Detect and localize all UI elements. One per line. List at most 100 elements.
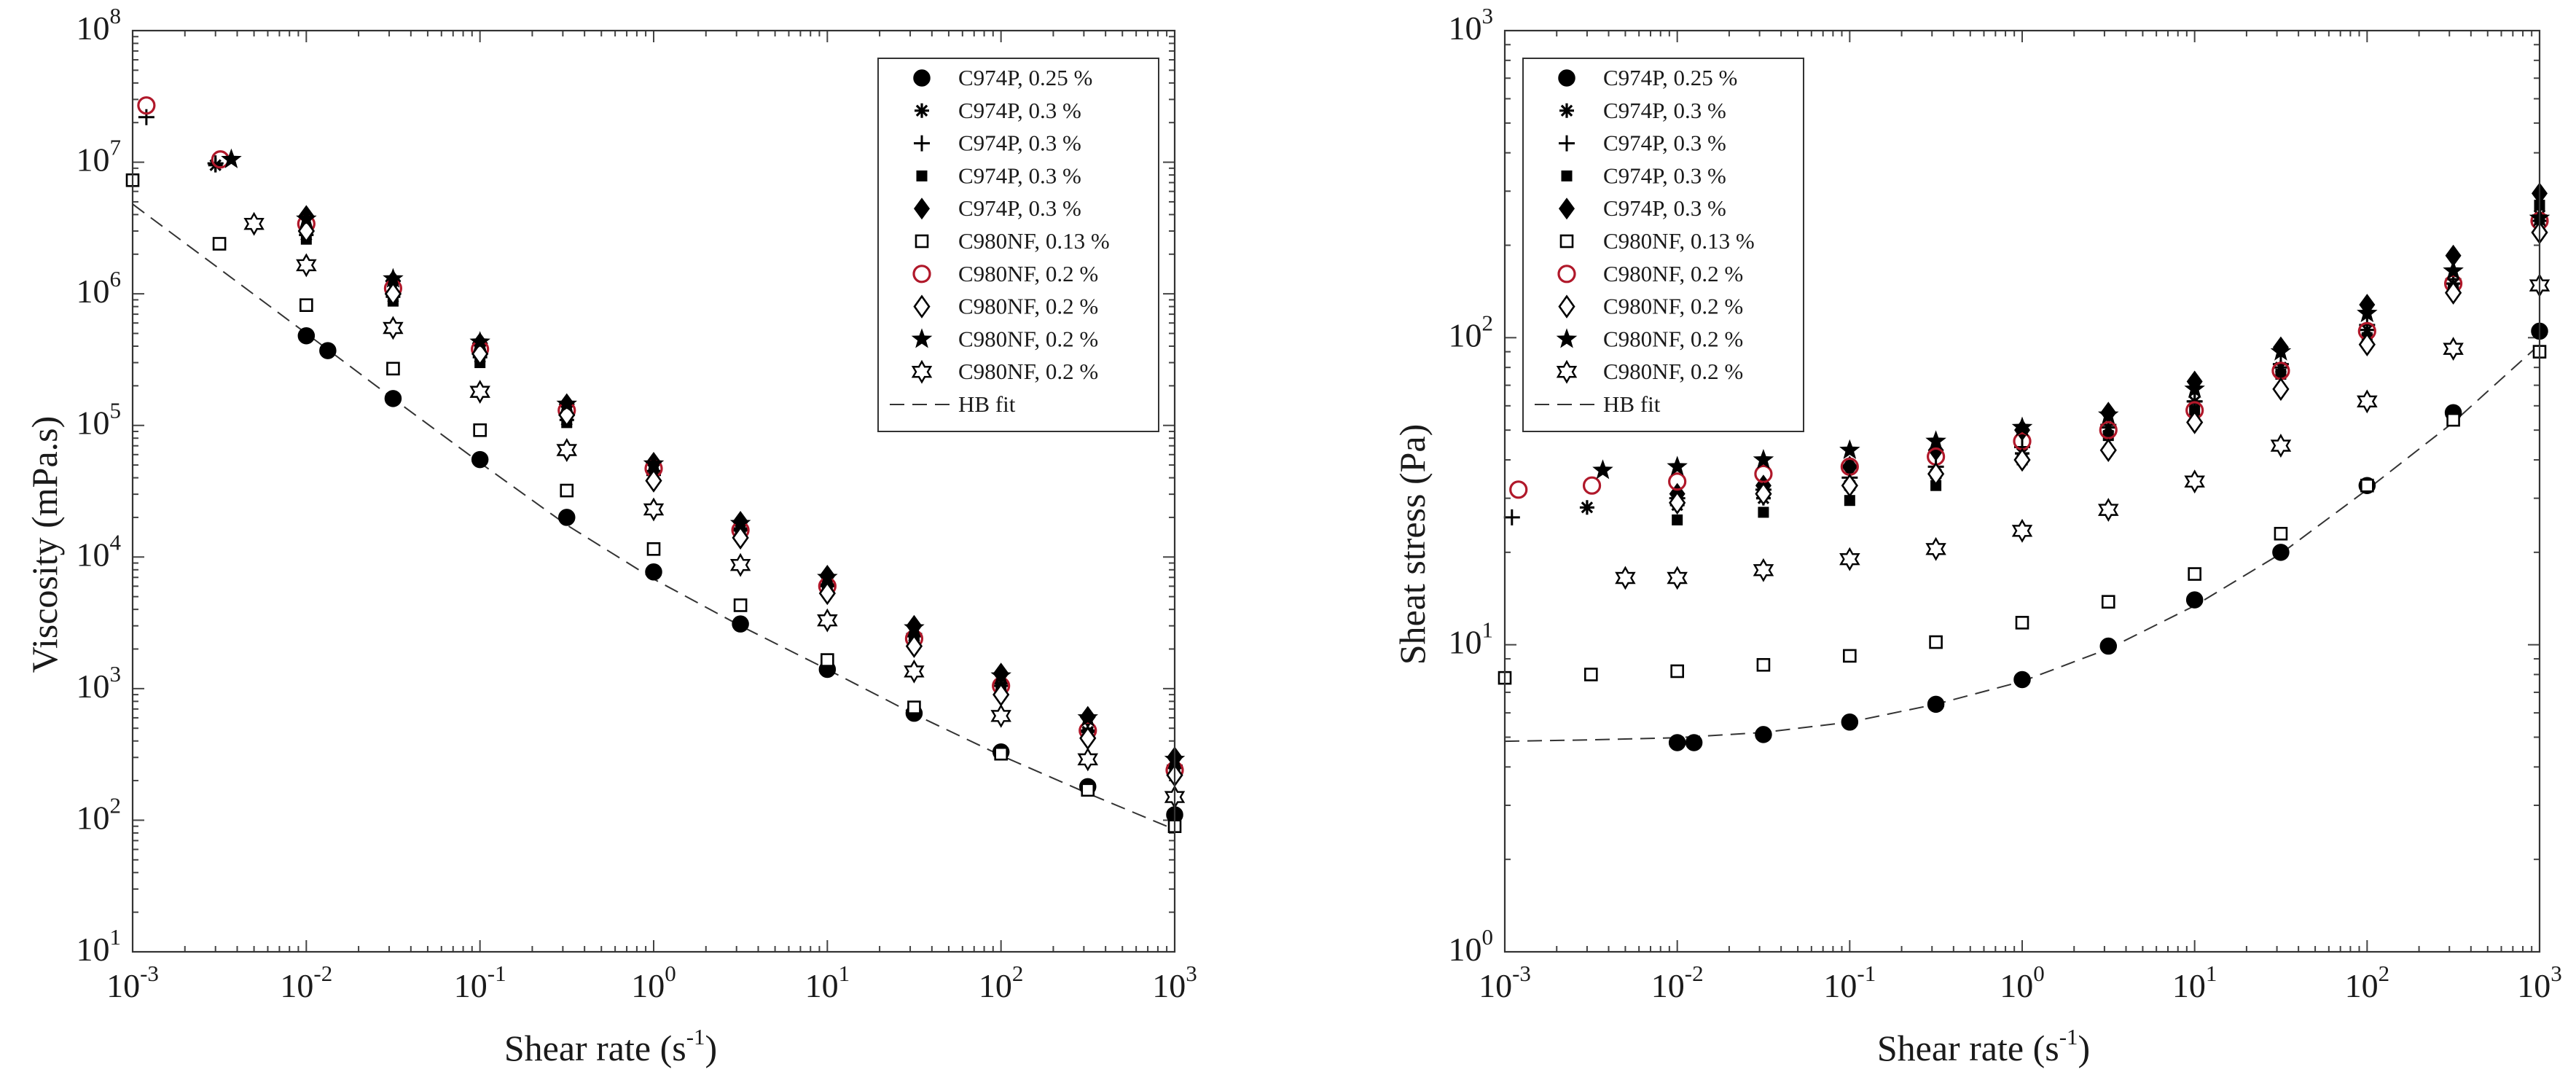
shear-stress-data-point [2184, 469, 2205, 494]
shear-stress-legend-label: C980NF, 0.13 % [1603, 228, 1755, 254]
viscosity-data-point [558, 509, 576, 526]
viscosity-data-point [386, 361, 400, 376]
shear-stress-data-point [2099, 421, 2118, 439]
viscosity-data-point [729, 512, 751, 533]
shear-stress-legend-marker [1559, 198, 1575, 220]
shear-stress-data-point [1841, 713, 1859, 731]
viscosity-data-point [643, 453, 665, 473]
shear-stress-x-tick-label: 10-2 [1651, 961, 1704, 1004]
viscosity-data-point [300, 298, 313, 313]
viscosity-data-point [221, 148, 242, 168]
shear-stress-data-point [1668, 472, 1687, 491]
shear-stress-data-point [1579, 500, 1594, 515]
viscosity-data-point [818, 581, 836, 606]
shear-stress-series-8 [1592, 207, 2550, 480]
viscosity-legend-marker [913, 69, 931, 87]
viscosity-data-point [821, 653, 834, 667]
viscosity-y-tick-label: 104 [77, 529, 122, 573]
viscosity-legend-marker [915, 103, 929, 118]
shear-stress-series-7 [1669, 220, 2548, 515]
viscosity-y-tick-label: 107 [77, 135, 122, 179]
shear-stress-data-point [2358, 332, 2376, 356]
viscosity-x-tick-label: 10-2 [280, 961, 332, 1004]
viscosity-data-point [1081, 783, 1095, 797]
shear-stress-data-point [1615, 566, 1636, 590]
viscosity-data-point [383, 316, 404, 340]
viscosity-plot-area: 10-3 10-2 10-1 100 101 102 103 101 102 103 104 105 1… [77, 3, 1197, 1004]
shear-stress-data-point [2189, 404, 2201, 416]
shear-stress-data-point [2098, 404, 2119, 424]
viscosity-y-tick-label: 103 [77, 661, 122, 705]
viscosity-data-point [556, 393, 577, 413]
shear-stress-data-point [2274, 526, 2288, 541]
shear-stress-legend-label: C974P, 0.3 % [1603, 130, 1726, 156]
viscosity-legend-marker [914, 135, 930, 152]
shear-stress-data-point [2360, 478, 2374, 493]
shear-stress-data-point [1754, 464, 1773, 483]
shear-stress-legend-label: C974P, 0.3 % [1603, 195, 1726, 221]
viscosity-data-point [319, 342, 337, 359]
viscosity-series-9 [243, 211, 1186, 810]
viscosity-legend-marker [911, 359, 933, 384]
shear-stress-data-point [2101, 595, 2115, 609]
viscosity-legend-marker [915, 234, 929, 249]
shear-stress-data-point [1839, 439, 1860, 459]
shear-stress-data-point [2444, 281, 2462, 305]
viscosity-y-axis-title: Viscosity (mPa.s) [24, 416, 65, 673]
shear-stress-data-point [1668, 734, 1686, 751]
shear-stress-data-point [1756, 657, 1771, 672]
viscosity-axes-frame [131, 29, 1176, 953]
shear-stress-y-tick-label: 102 [1449, 310, 1494, 353]
viscosity-x-tick-label: 100 [631, 961, 676, 1004]
shear-stress-x-tick-label: 100 [2000, 961, 2045, 1004]
shear-stress-data-point [1755, 482, 1772, 506]
shear-stress-data-point [2186, 410, 2204, 434]
shear-stress-data-point [2272, 544, 2290, 561]
viscosity-data-point [645, 469, 662, 493]
viscosity-legend-marker [912, 265, 931, 284]
shear-stress-legend-label: C980NF, 0.2 % [1603, 261, 1743, 286]
shear-stress-data-point [2099, 438, 2117, 463]
shear-stress-x-tick-label: 10-1 [1823, 961, 1876, 1004]
shear-stress-y-tick-label: 100 [1449, 924, 1494, 968]
viscosity-data-point [384, 281, 402, 306]
viscosity-data-point [297, 327, 316, 345]
viscosity-y-tick-label: 106 [77, 266, 122, 310]
shear-stress-data-point [1582, 476, 1602, 495]
shear-stress-data-point [1929, 635, 1943, 649]
viscosity-data-point [817, 608, 838, 633]
shear-stress-data-point [1927, 462, 1945, 486]
viscosity-data-point [1077, 706, 1098, 727]
shear-stress-data-point [1844, 495, 1855, 507]
viscosity-data-point [905, 634, 923, 658]
shear-stress-legend-marker [1558, 294, 1575, 318]
shear-stress-data-point [1670, 664, 1684, 679]
viscosity-data-point [1077, 747, 1099, 772]
shear-stress-data-point [2011, 518, 2033, 543]
viscosity-y-tick-label: 105 [77, 398, 122, 442]
shear-stress-data-point [1753, 449, 1774, 469]
shear-stress-data-point [2272, 377, 2290, 402]
shear-stress-data-point [1841, 456, 1858, 478]
viscosity-data-point [471, 450, 489, 469]
shear-stress-data-point [2357, 302, 2378, 323]
viscosity-legend-label: C974P, 0.3 % [958, 195, 1081, 221]
shear-stress-data-point [1503, 509, 1520, 525]
viscosity-data-point [817, 566, 838, 587]
viscosity-y-tick-label: 108 [77, 3, 122, 47]
shear-stress-data-point [1841, 473, 1858, 498]
shear-stress-plot-area: 10-3 10-2 10-1 100 101 102 103 100 101 102 103 C974… [1449, 3, 2562, 1004]
shear-stress-data-point [2446, 413, 2460, 427]
viscosity-x-tick-label: 10-3 [106, 961, 159, 1004]
shear-stress-data-point [1925, 430, 1946, 450]
viscosity-legend-marker [913, 294, 931, 318]
shear-stress-axes-frame [1503, 29, 2541, 953]
viscosity-legend-label: C980NF, 0.2 % [958, 359, 1098, 384]
shear-stress-y-tick-label: 103 [1449, 3, 1494, 47]
shear-stress-x-tick-label: 103 [2517, 961, 2562, 1004]
viscosity-data-point [733, 598, 748, 612]
viscosity-x-tick-label: 101 [805, 961, 850, 1004]
viscosity-data-point [138, 109, 154, 125]
viscosity-x-tick-label: 102 [979, 961, 1024, 1004]
shear-stress-legend-label: C974P, 0.3 % [1603, 163, 1726, 188]
